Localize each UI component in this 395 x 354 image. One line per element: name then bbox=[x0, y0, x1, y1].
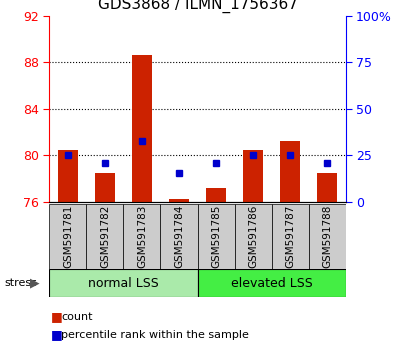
Text: elevated LSS: elevated LSS bbox=[231, 277, 312, 290]
Text: GSM591786: GSM591786 bbox=[248, 205, 258, 268]
Text: ■: ■ bbox=[51, 310, 63, 323]
Text: GSM591783: GSM591783 bbox=[137, 205, 147, 268]
Text: GSM591782: GSM591782 bbox=[100, 205, 110, 268]
Bar bbox=[160, 204, 198, 269]
Bar bbox=[58, 149, 78, 202]
Bar bbox=[95, 173, 115, 202]
Text: stress: stress bbox=[4, 278, 37, 288]
Bar bbox=[243, 149, 263, 202]
Bar bbox=[49, 204, 87, 269]
Text: normal LSS: normal LSS bbox=[88, 277, 159, 290]
Text: percentile rank within the sample: percentile rank within the sample bbox=[61, 330, 249, 339]
Bar bbox=[169, 199, 189, 202]
Bar bbox=[87, 204, 123, 269]
Text: GSM591781: GSM591781 bbox=[63, 205, 73, 268]
Bar bbox=[123, 204, 160, 269]
Bar bbox=[132, 56, 152, 202]
Text: GSM591787: GSM591787 bbox=[285, 205, 295, 268]
Bar bbox=[272, 204, 308, 269]
Bar bbox=[308, 204, 346, 269]
Text: GSM591788: GSM591788 bbox=[322, 205, 332, 268]
Bar bbox=[198, 204, 235, 269]
Bar bbox=[49, 269, 198, 297]
Text: GSM591784: GSM591784 bbox=[174, 205, 184, 268]
Text: count: count bbox=[61, 312, 93, 322]
Bar bbox=[317, 173, 337, 202]
Bar bbox=[198, 269, 346, 297]
Title: GDS3868 / ILMN_1756367: GDS3868 / ILMN_1756367 bbox=[98, 0, 297, 13]
Text: ▶: ▶ bbox=[30, 277, 40, 290]
Bar bbox=[206, 188, 226, 202]
Bar bbox=[280, 141, 300, 202]
Text: GSM591785: GSM591785 bbox=[211, 205, 221, 268]
Bar bbox=[235, 204, 272, 269]
Text: ■: ■ bbox=[51, 328, 63, 341]
